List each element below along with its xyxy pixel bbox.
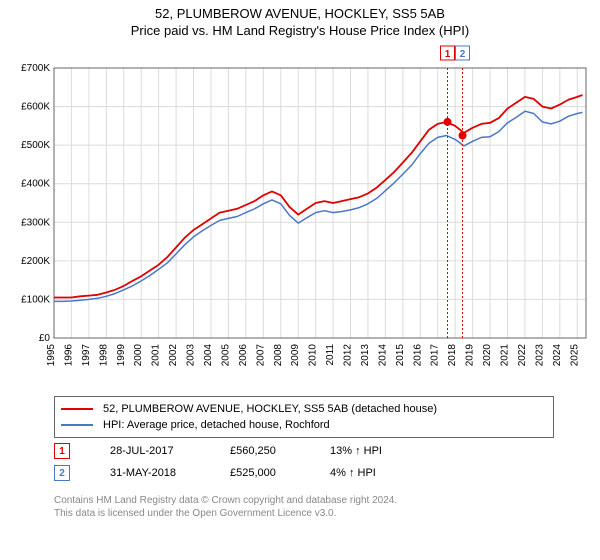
svg-text:2: 2 bbox=[460, 49, 466, 60]
svg-text:2004: 2004 bbox=[203, 344, 214, 367]
svg-text:2023: 2023 bbox=[534, 344, 545, 367]
svg-text:£700K: £700K bbox=[21, 63, 50, 74]
svg-text:2021: 2021 bbox=[500, 344, 511, 367]
svg-text:£600K: £600K bbox=[21, 102, 50, 113]
svg-text:£400K: £400K bbox=[21, 179, 50, 190]
svg-text:2024: 2024 bbox=[552, 344, 563, 367]
event-price: £560,250 bbox=[230, 445, 330, 457]
event-marker-box: 1 bbox=[54, 443, 70, 459]
legend-swatch bbox=[61, 408, 93, 410]
legend: 52, PLUMBEROW AVENUE, HOCKLEY, SS5 5AB (… bbox=[54, 396, 554, 438]
svg-text:2011: 2011 bbox=[325, 344, 336, 366]
svg-text:2015: 2015 bbox=[395, 344, 406, 367]
footer-attribution: Contains HM Land Registry data © Crown c… bbox=[54, 494, 554, 520]
event-row: 2 31-MAY-2018 £525,000 4% ↑ HPI bbox=[54, 462, 554, 484]
chart-title: 52, PLUMBEROW AVENUE, HOCKLEY, SS5 5AB P… bbox=[0, 0, 600, 40]
svg-text:1995: 1995 bbox=[46, 344, 57, 367]
svg-text:2007: 2007 bbox=[255, 344, 266, 367]
svg-text:1997: 1997 bbox=[81, 344, 92, 367]
svg-text:£300K: £300K bbox=[21, 217, 50, 228]
event-row: 1 28-JUL-2017 £560,250 13% ↑ HPI bbox=[54, 440, 554, 462]
event-date: 31-MAY-2018 bbox=[110, 467, 230, 479]
legend-row: HPI: Average price, detached house, Roch… bbox=[61, 417, 547, 433]
event-delta: 4% ↑ HPI bbox=[330, 467, 440, 479]
footer-line-1: Contains HM Land Registry data © Crown c… bbox=[54, 494, 554, 507]
svg-text:2006: 2006 bbox=[238, 344, 249, 367]
event-table: 1 28-JUL-2017 £560,250 13% ↑ HPI 2 31-MA… bbox=[54, 440, 554, 484]
svg-text:£100K: £100K bbox=[21, 294, 50, 305]
svg-text:£0: £0 bbox=[39, 333, 51, 344]
svg-text:2001: 2001 bbox=[151, 344, 162, 367]
title-line-1: 52, PLUMBEROW AVENUE, HOCKLEY, SS5 5AB bbox=[0, 6, 600, 23]
legend-row: 52, PLUMBEROW AVENUE, HOCKLEY, SS5 5AB (… bbox=[61, 401, 547, 417]
svg-text:1: 1 bbox=[445, 49, 451, 60]
svg-text:2014: 2014 bbox=[377, 344, 388, 367]
legend-swatch bbox=[61, 424, 93, 426]
svg-text:2002: 2002 bbox=[168, 344, 179, 367]
svg-text:1999: 1999 bbox=[116, 344, 127, 367]
svg-text:2022: 2022 bbox=[517, 344, 528, 367]
svg-text:2000: 2000 bbox=[133, 344, 144, 367]
footer-line-2: This data is licensed under the Open Gov… bbox=[54, 507, 554, 520]
title-line-2: Price paid vs. HM Land Registry's House … bbox=[0, 23, 600, 40]
svg-text:2020: 2020 bbox=[482, 344, 493, 367]
svg-text:2005: 2005 bbox=[220, 344, 231, 367]
legend-label: HPI: Average price, detached house, Roch… bbox=[103, 419, 330, 431]
event-marker-box: 2 bbox=[54, 465, 70, 481]
event-date: 28-JUL-2017 bbox=[110, 445, 230, 457]
svg-text:2016: 2016 bbox=[412, 344, 423, 367]
svg-text:2018: 2018 bbox=[447, 344, 458, 367]
svg-text:1996: 1996 bbox=[63, 344, 74, 367]
svg-text:2009: 2009 bbox=[290, 344, 301, 367]
event-price: £525,000 bbox=[230, 467, 330, 479]
svg-text:£200K: £200K bbox=[21, 256, 50, 267]
svg-text:2019: 2019 bbox=[465, 344, 476, 367]
svg-text:£500K: £500K bbox=[21, 140, 50, 151]
legend-label: 52, PLUMBEROW AVENUE, HOCKLEY, SS5 5AB (… bbox=[103, 403, 437, 415]
svg-text:2012: 2012 bbox=[343, 344, 354, 367]
svg-text:1998: 1998 bbox=[98, 344, 109, 367]
event-delta: 13% ↑ HPI bbox=[330, 445, 440, 457]
svg-text:2008: 2008 bbox=[273, 344, 284, 367]
svg-text:2025: 2025 bbox=[569, 344, 580, 367]
svg-text:2017: 2017 bbox=[430, 344, 441, 367]
chart-svg: £0 £100K £200K £300K £400K £500K £600K £700K 199… bbox=[8, 44, 592, 384]
svg-text:2003: 2003 bbox=[186, 344, 197, 367]
chart-area: £0 £100K £200K £300K £400K £500K £600K £700K 199… bbox=[8, 44, 592, 384]
svg-text:2010: 2010 bbox=[308, 344, 319, 367]
svg-text:2013: 2013 bbox=[360, 344, 371, 367]
